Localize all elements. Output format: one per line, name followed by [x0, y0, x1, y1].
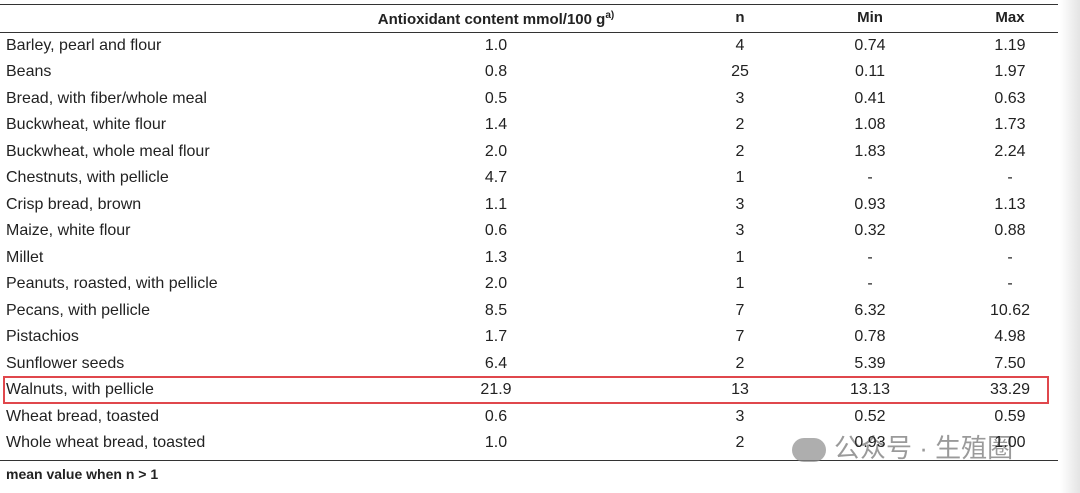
highlight-box [3, 376, 1049, 405]
row-label: Buckwheat, white flour [6, 116, 167, 134]
cell-value: 2 [735, 434, 745, 452]
cell-value: 6.32 [854, 301, 886, 319]
row-label: Barley, pearl and flour [6, 37, 162, 54]
cell-value: 2.24 [994, 142, 1026, 160]
cell-value: 10.62 [989, 301, 1031, 319]
cell-value: 0.63 [994, 89, 1026, 107]
cell-value: 1.0 [484, 37, 508, 54]
cell-value: 7 [735, 328, 745, 346]
cell-value: 33.29 [989, 381, 1031, 399]
cell-value: 0.59 [994, 407, 1026, 425]
cell-value: 1.00 [994, 434, 1026, 452]
row-label: Chestnuts, with pellicle [6, 169, 169, 187]
row-label: Beans [6, 63, 52, 81]
header-text: n [735, 9, 745, 26]
cell-value: 0.93 [854, 434, 886, 452]
watermark-text: 公众号 · 生殖圈 [834, 433, 1014, 463]
bottom-rule [0, 460, 1058, 461]
cell-value: - [867, 275, 873, 293]
column-header: n [735, 8, 744, 28]
cell-value: 1.97 [994, 63, 1026, 81]
column-header: Max [995, 8, 1024, 28]
cell-value: 1 [735, 275, 745, 293]
row-label: Wheat bread, toasted [6, 407, 159, 425]
cell-value: 4 [735, 37, 745, 54]
cell-value: 1.08 [854, 116, 886, 134]
cell-value: - [867, 248, 873, 266]
cell-value: 5.39 [854, 354, 886, 372]
cell-value: 0.6 [484, 222, 508, 240]
page-shadow [1060, 0, 1080, 493]
cell-value: - [1007, 275, 1013, 293]
cell-value: 1.73 [994, 116, 1026, 134]
header-superscript: a) [605, 10, 615, 21]
header-text: Max [995, 9, 1025, 26]
cell-value: 13.13 [849, 381, 891, 399]
cell-value: 1.1 [484, 195, 508, 213]
cell-value: 0.88 [994, 222, 1026, 240]
cell-value: 3 [735, 195, 745, 213]
row-label: Whole wheat bread, toasted [6, 434, 206, 452]
cell-value: - [867, 169, 873, 187]
cell-value: 4.98 [994, 328, 1026, 346]
row-label: Pecans, with pellicle [6, 301, 151, 319]
cell-value: 6.4 [484, 354, 508, 372]
cell-value: 21.9 [480, 381, 512, 399]
cell-value: 1 [735, 169, 745, 187]
cell-value: 1.4 [484, 116, 508, 134]
header-text: Antioxidant content mmol/100 g [377, 11, 606, 28]
row-label: Pistachios [6, 328, 79, 346]
cell-value: 8.5 [484, 301, 508, 319]
cell-value: 1.3 [484, 248, 508, 266]
cell-value: 1.83 [854, 142, 886, 160]
cell-value: 2 [735, 142, 745, 160]
cell-value: 0.93 [854, 195, 886, 213]
cell-value: 25 [731, 63, 749, 81]
cell-value: 0.6 [484, 407, 508, 425]
cell-value: 2.0 [484, 142, 508, 160]
cell-value: 3 [735, 89, 745, 107]
row-label: Walnuts, with pellicle [6, 381, 154, 399]
cell-value: 2 [735, 354, 745, 372]
footnote: mean value when n > 1 [6, 466, 159, 482]
header-text: Min [857, 9, 883, 26]
row-label: Bread, with fiber/whole meal [6, 89, 207, 107]
cell-value: 0.41 [854, 89, 886, 107]
cell-value: 1.13 [994, 195, 1026, 213]
cell-value: 1.7 [484, 328, 508, 346]
cell-value: 0.11 [855, 63, 885, 81]
cell-value: 0.5 [484, 89, 508, 107]
row-label: Sunflower seeds [6, 354, 125, 372]
column-header: Min [857, 8, 883, 28]
cell-value: 3 [735, 407, 745, 425]
cell-value: 0.74 [854, 37, 886, 54]
cell-value: 13 [731, 381, 749, 399]
row-label: Peanuts, roasted, with pellicle [6, 275, 218, 293]
cell-value: 0.32 [854, 222, 886, 240]
cell-value: 0.78 [854, 328, 886, 346]
cell-value: 3 [735, 222, 745, 240]
row-label: Millet [6, 248, 44, 266]
cell-value: 7 [735, 301, 745, 319]
row-label: Crisp bread, brown [6, 195, 142, 213]
cell-value: 1 [735, 248, 745, 266]
cell-value: 2 [735, 116, 745, 134]
cell-value: 4.7 [484, 169, 508, 187]
cell-value: 7.50 [994, 354, 1026, 372]
cell-value: 1.0 [484, 434, 508, 452]
row-label: Maize, white flour [6, 222, 131, 240]
cell-value: - [1007, 248, 1013, 266]
column-header: Antioxidant content mmol/100 ga) [378, 6, 614, 30]
header-rule [0, 32, 1058, 33]
watermark-icon [792, 438, 826, 463]
row-label: Buckwheat, whole meal flour [6, 142, 210, 160]
cell-value: 0.52 [854, 407, 886, 425]
top-rule [0, 4, 1058, 5]
cell-value: 2.0 [484, 275, 508, 293]
cell-value: 0.8 [484, 63, 508, 81]
cell-value: 1.19 [994, 37, 1026, 54]
watermark: 公众号 · 生殖圈 [792, 433, 1013, 463]
cell-value: - [1007, 169, 1013, 187]
